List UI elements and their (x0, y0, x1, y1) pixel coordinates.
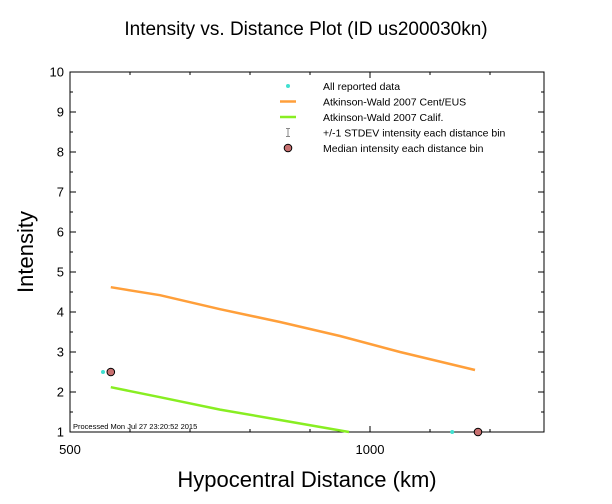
legend-entry-label: Median intensity each distance bin (323, 143, 484, 155)
legend-entry-label: Atkinson-Wald 2007 Calif. (323, 112, 443, 124)
median-point (473, 427, 483, 437)
y-axis-label: Intensity (13, 211, 38, 293)
data-points (101, 367, 483, 437)
x-tick-label: 1000 (356, 442, 385, 457)
calif-curve (110, 385, 350, 434)
x-axis: 500 1000 (59, 72, 491, 457)
reported-data-point (450, 430, 455, 434)
chart-title: Intensity vs. Distance Plot (ID us200030… (124, 19, 487, 40)
y-tick-label: 5 (57, 265, 64, 280)
legend-reported-marker (286, 84, 290, 88)
y-tick-label: 6 (57, 225, 64, 240)
x-tick-label: 500 (59, 442, 81, 457)
median-point (106, 367, 116, 377)
legend-entry-label: Atkinson-Wald 2007 Cent/EUS (323, 97, 466, 109)
plot-area: 1 2 3 4 5 6 7 8 9 10 500 1000 (50, 65, 545, 457)
y-tick-label: 2 (57, 385, 64, 400)
reported-data-point (101, 370, 105, 374)
y-tick-label: 10 (50, 65, 64, 80)
y-tick-label: 7 (57, 185, 64, 200)
legend-entry-label: All reported data (323, 81, 400, 93)
y-tick-label: 9 (57, 105, 64, 120)
y-tick-label: 1 (57, 425, 64, 440)
cent-eus-curve (110, 285, 476, 372)
legend-median-marker (283, 143, 293, 153)
y-tick-label: 3 (57, 345, 64, 360)
plot-frame (69, 71, 545, 433)
y-tick-label: 8 (57, 145, 64, 160)
y-tick-label: 4 (57, 305, 64, 320)
model-curves (110, 285, 476, 434)
x-axis-label: Hypocentral Distance (km) (177, 467, 436, 492)
processed-timestamp: Processed Mon Jul 27 23:20:52 2015 (73, 422, 197, 431)
legend-entry-label: +/-1 STDEV intensity each distance bin (323, 128, 506, 140)
legend: All reported data Atkinson-Wald 2007 Cent… (280, 81, 506, 155)
y-axis: 1 2 3 4 5 6 7 8 9 10 (50, 65, 544, 440)
